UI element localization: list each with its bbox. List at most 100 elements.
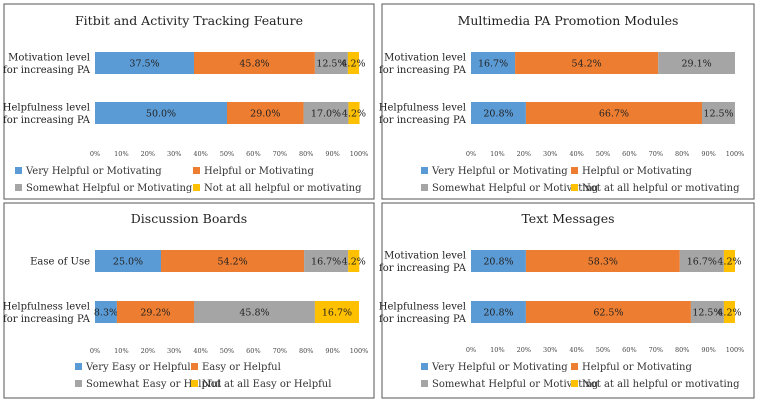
bar-segment — [525, 250, 680, 272]
legend-swatch — [571, 380, 578, 387]
x-tick-label: 40% — [193, 150, 207, 158]
x-tick-label: 20% — [141, 150, 155, 158]
x-tick-label: 70% — [649, 150, 663, 158]
x-tick-label: 60% — [246, 150, 260, 158]
data-label: 16.7% — [687, 257, 717, 268]
x-tick-label: 20% — [517, 150, 531, 158]
panel-frame — [381, 202, 755, 399]
chart-title: Fitbit and Activity Tracking Feature — [75, 13, 303, 28]
data-label: 58.3% — [588, 257, 618, 268]
x-tick-label: 40% — [569, 150, 583, 158]
chart-panel-2: Multimedia PA Promotion Modules 0% 10% 20% 3… — [379, 3, 755, 200]
chart-panel-4: Text Messages 0% 10% 20% 30% 40% 50% 60% 70% 80% 9… — [379, 202, 755, 399]
data-label: 8.3% — [94, 308, 118, 319]
x-tick-label: 30% — [167, 150, 181, 158]
x-tick-label: 10% — [490, 346, 504, 354]
data-label: 29.2% — [140, 308, 170, 319]
category-label: Motivation level — [384, 52, 466, 63]
data-label: 4.2% — [717, 257, 741, 268]
legend-label: Somewhat Helpful or Motivating — [432, 183, 599, 194]
category-label: for increasing PA — [379, 263, 467, 274]
x-tick-label: 0% — [466, 346, 476, 354]
legend-label: Not at all helpful or motivating — [582, 379, 740, 390]
bar-segment — [471, 301, 526, 323]
data-label: 50.0% — [146, 109, 176, 120]
bar-segment — [161, 250, 305, 272]
bar-segment — [723, 250, 735, 272]
x-tick-label: 100% — [350, 150, 369, 158]
legend-swatch — [191, 363, 198, 370]
legend-swatch — [421, 184, 428, 191]
category-label: for increasing PA — [3, 314, 91, 325]
data-label: 4.2% — [342, 257, 366, 268]
category-label: Ease of Use — [30, 257, 90, 268]
x-tick-label: 80% — [299, 150, 313, 158]
data-label: 20.8% — [483, 308, 513, 319]
x-tick-label: 70% — [273, 347, 287, 355]
category-label: Helpfulness level — [379, 301, 466, 312]
bar-segment — [194, 52, 315, 74]
x-tick-label: 60% — [246, 347, 260, 355]
bar-segment — [515, 52, 659, 74]
x-tick-label: 80% — [675, 346, 689, 354]
x-tick-label: 90% — [325, 150, 339, 158]
category-label: for increasing PA — [379, 65, 467, 76]
bar-segment — [525, 301, 691, 323]
chart-title: Text Messages — [521, 211, 614, 226]
data-label: 54.2% — [572, 59, 602, 70]
category-label: Motivation level — [384, 250, 466, 261]
data-label: 54.2% — [217, 257, 247, 268]
bar-segment — [347, 52, 359, 74]
legend-label: Helpful or Motivating — [204, 166, 314, 177]
legend-label: Not at all helpful or motivating — [204, 183, 362, 194]
category-label: Helpfulness level — [379, 102, 466, 113]
data-label: 16.7% — [478, 59, 508, 70]
x-tick-label: 40% — [569, 346, 583, 354]
x-tick-label: 30% — [167, 347, 181, 355]
data-label: 4.2% — [341, 59, 365, 70]
legend-label: Very Helpful or Motivating — [431, 362, 568, 373]
x-tick-label: 0% — [90, 150, 100, 158]
legend-label: Very Helpful or Motivating — [431, 166, 568, 177]
x-tick-label: 100% — [726, 150, 745, 158]
x-tick-label: 90% — [701, 346, 715, 354]
bar-segment — [471, 250, 526, 272]
x-tick-label: 10% — [114, 347, 128, 355]
x-tick-label: 70% — [649, 346, 663, 354]
legend-swatch — [571, 184, 578, 191]
x-tick-label: 30% — [543, 150, 557, 158]
legend-swatch — [571, 167, 578, 174]
x-tick-label: 20% — [517, 346, 531, 354]
bar-segment — [723, 301, 735, 323]
x-tick-label: 0% — [90, 347, 100, 355]
legend-label: Somewhat Helpful or Motivating — [432, 379, 599, 390]
bar-segment — [314, 52, 348, 74]
legend-label: Not at all helpful or motivating — [582, 183, 740, 194]
bar-segment — [304, 250, 349, 272]
data-label: 16.7% — [322, 308, 352, 319]
data-label: 25.0% — [113, 257, 143, 268]
bar-segment — [95, 52, 194, 74]
data-label: 4.2% — [342, 109, 366, 120]
x-tick-label: 50% — [220, 150, 234, 158]
bar-segment — [471, 52, 516, 74]
legend-swatch — [15, 184, 22, 191]
legend-label: Helpful or Motivating — [582, 166, 692, 177]
data-label: 29.0% — [250, 109, 280, 120]
data-label: 29.1% — [681, 59, 711, 70]
x-tick-label: 60% — [622, 346, 636, 354]
legend-swatch — [15, 167, 22, 174]
bar-segment — [690, 301, 724, 323]
data-label: 20.8% — [483, 257, 513, 268]
bar-segment — [679, 250, 724, 272]
x-tick-label: 50% — [596, 150, 610, 158]
bar-segment — [471, 102, 526, 124]
x-tick-label: 70% — [273, 150, 287, 158]
bar-segment — [348, 250, 360, 272]
x-tick-label: 50% — [220, 347, 234, 355]
category-label: for increasing PA — [3, 115, 91, 126]
legend-label: Not at all Easy or Helpful — [202, 379, 331, 390]
legend-swatch — [571, 363, 578, 370]
x-tick-label: 40% — [193, 347, 207, 355]
